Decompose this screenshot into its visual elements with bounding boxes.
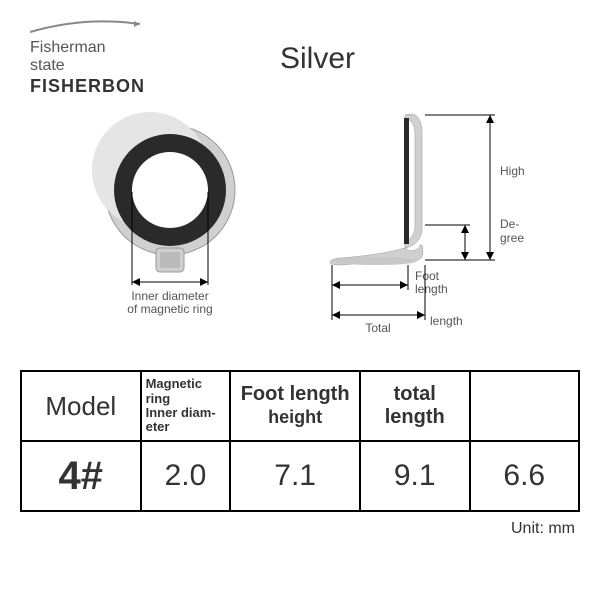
value-foot-length: 7.1	[230, 441, 359, 511]
svg-text:length: length	[430, 314, 463, 328]
svg-text:Foot: Foot	[415, 269, 440, 283]
brand-block: Fisherman state FISHERBON	[30, 20, 145, 97]
unit-label: Unit: mm	[511, 520, 575, 538]
spec-table: Model Magnetic ring Inner diam- eter Foo…	[20, 370, 580, 512]
header-model: Model	[21, 371, 141, 441]
value-diameter: 2.0	[141, 441, 231, 511]
brand-logo: FISHERBON	[30, 76, 145, 97]
svg-text:of magnetic ring: of magnetic ring	[127, 302, 212, 316]
color-title: Silver	[280, 42, 355, 76]
svg-text:Inner diameter: Inner diameter	[131, 289, 208, 303]
svg-text:De-: De-	[500, 217, 519, 231]
value-height: 6.6	[470, 441, 579, 511]
brand-line1: Fisherman	[30, 39, 145, 57]
header-extra	[470, 371, 579, 441]
header-diameter: Magnetic ring Inner diam- eter	[141, 371, 231, 441]
svg-text:length: length	[415, 282, 448, 296]
diagrams-area: Inner diameter of magnetic ring Foot len…	[0, 100, 600, 350]
svg-text:gree: gree	[500, 231, 524, 245]
table-data-row: 4# 2.0 7.1 9.1 6.6	[21, 441, 579, 511]
svg-text:Total: Total	[365, 321, 390, 335]
ring-front-view: Inner diameter of magnetic ring	[70, 110, 270, 340]
brand-arc	[30, 20, 140, 34]
value-total-length: 9.1	[360, 441, 470, 511]
brand-line2: state	[30, 57, 145, 75]
header-foot-length: Foot length height	[230, 371, 359, 441]
ring-side-view: Foot length Total length length High De-	[320, 110, 580, 340]
table-header-row: Model Magnetic ring Inner diam- eter Foo…	[21, 371, 579, 441]
header-total-length: total length	[360, 371, 470, 441]
value-model: 4#	[21, 441, 141, 511]
svg-text:High: High	[500, 164, 525, 178]
